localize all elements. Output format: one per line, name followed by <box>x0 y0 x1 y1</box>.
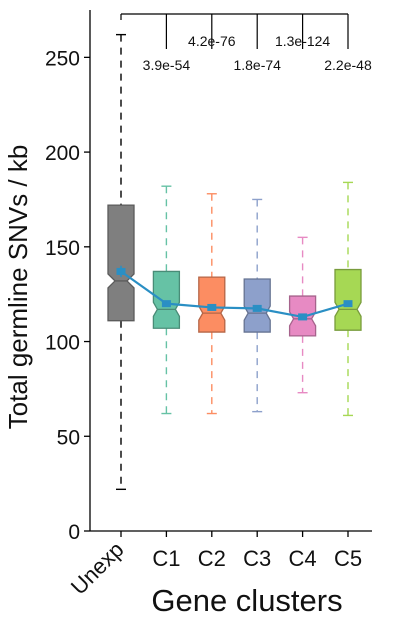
box-unexp <box>107 33 135 491</box>
mean-point <box>252 304 262 312</box>
p-value-label: 4.2e-76 <box>188 33 236 49</box>
y-tick-label: 150 <box>45 237 80 260</box>
mean-point <box>116 267 126 275</box>
box-c5 <box>334 181 362 417</box>
p-value-label: 3.9e-54 <box>143 57 191 73</box>
p-value-label: 1.8e-74 <box>233 57 281 73</box>
x-tick-label: C3 <box>243 546 271 571</box>
y-tick-label: 200 <box>45 142 80 165</box>
x-axis-label: Gene clusters <box>151 583 342 618</box>
significance-brackets: 3.9e-54 4.2e-76 1.8e-74 1.3e-124 2.2e-48 <box>120 13 372 73</box>
p-value-label: 1.3e-124 <box>275 33 330 49</box>
mean-point <box>343 300 353 308</box>
p-value-label: 2.2e-48 <box>324 57 372 73</box>
y-tick-label: 0 <box>68 521 80 544</box>
y-tick-label: 250 <box>45 47 80 70</box>
mean-point <box>161 300 171 308</box>
x-tick-label: C5 <box>334 546 362 571</box>
box <box>152 270 181 329</box>
box-c1 <box>152 185 181 415</box>
x-tick-label: C1 <box>152 546 180 571</box>
boxes <box>107 33 362 491</box>
x-tick-label: C2 <box>198 546 226 571</box>
x-tick-label: C4 <box>289 546 317 571</box>
mean-point <box>207 303 217 311</box>
y-tick-label: 100 <box>45 332 80 355</box>
mean-trend <box>116 265 353 321</box>
mean-line <box>120 270 349 319</box>
box <box>107 204 135 322</box>
x-tick-label: Unexp <box>66 537 129 600</box>
mean-point <box>298 313 308 321</box>
box-c2 <box>198 193 226 415</box>
y-tick-label: 50 <box>57 426 80 449</box>
y-axis-label: Total germline SNVs / kb <box>3 145 33 430</box>
box <box>334 268 362 331</box>
